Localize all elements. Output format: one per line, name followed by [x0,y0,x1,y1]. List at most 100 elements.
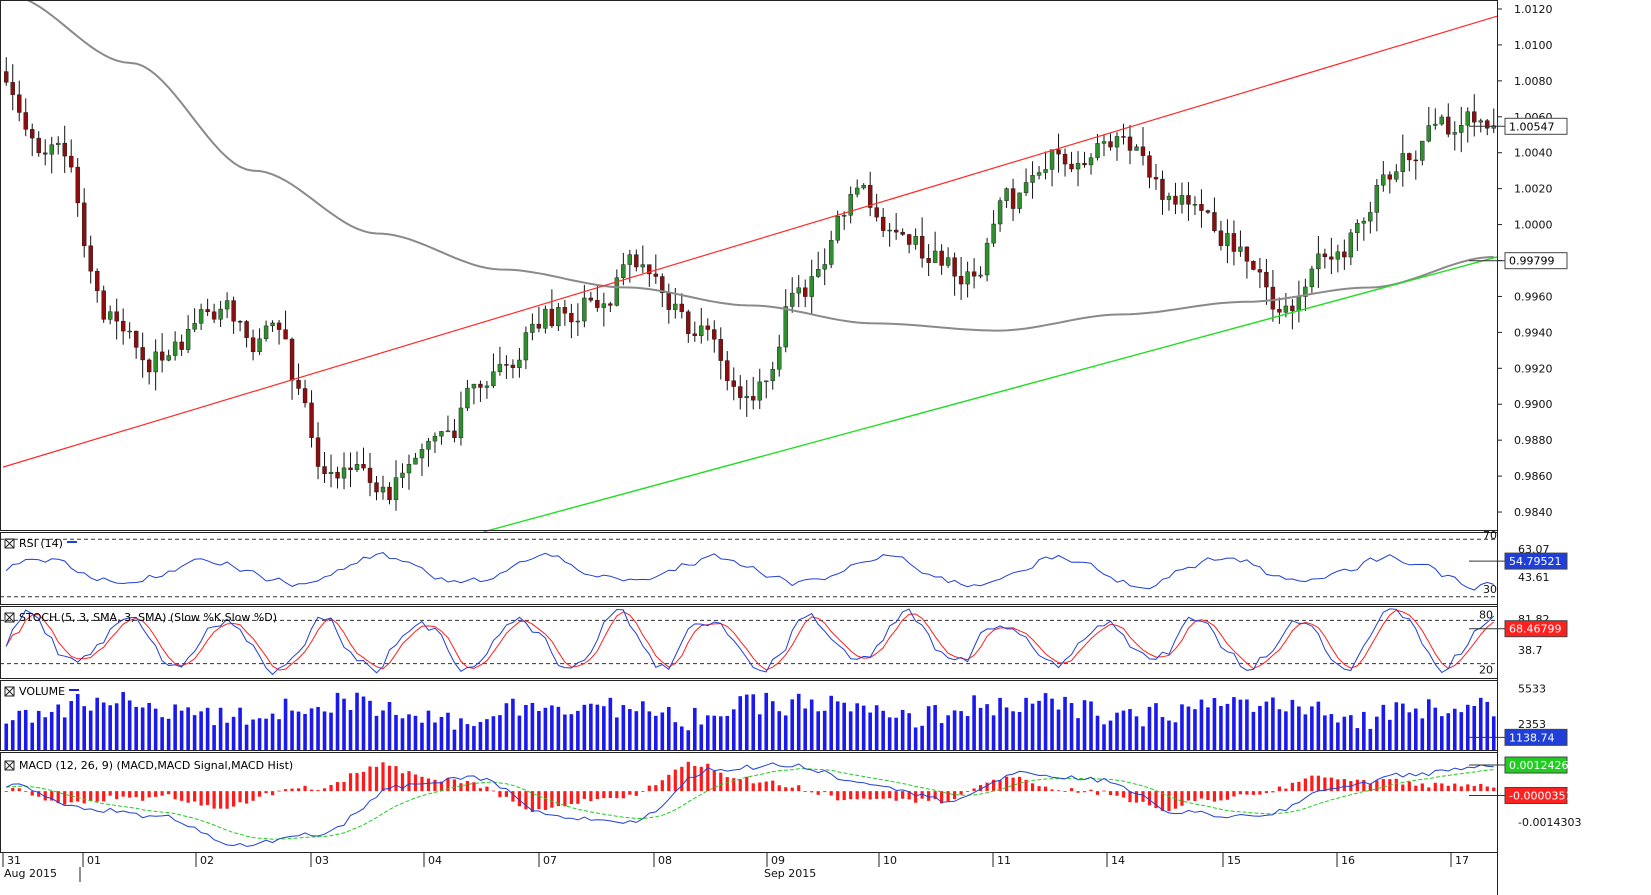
macd-hist-bar [141,791,145,801]
macd-hist-bar [972,788,976,792]
volume-bar [329,712,333,750]
volume-bar [991,715,996,750]
candle-bull [530,323,535,333]
candle-bear [30,129,35,139]
volume-bar [907,713,911,750]
volume-bar [69,701,74,750]
volume-bar [1264,701,1269,750]
macd-tick-label: -0.0014303 [1518,816,1581,829]
macd-hist-bar [615,791,619,799]
volume-bar [615,717,619,750]
candle-bear [231,300,236,322]
candle-bear [1244,246,1250,262]
macd-hist-bar [1011,777,1015,792]
macd-hist-bar [69,791,73,803]
macd-hist-bar [316,790,320,792]
volume-bar [855,703,859,750]
macd-hist-label: MACD Hist [231,759,290,772]
candle-bear [348,467,353,470]
candle-bear [120,320,126,332]
volume-bar [556,706,561,750]
macd-hist-bar [433,779,437,792]
macd-hist-bar [1459,786,1463,792]
volume-bar [595,704,600,750]
volume-bar [861,705,866,750]
candle-bear [1322,253,1328,258]
volume-bar [1206,707,1210,750]
volume-bar [933,705,937,750]
volume-bar [511,698,515,750]
volume-bar [1102,724,1106,750]
volume-bar [1134,716,1139,750]
macd-hist-bar [1433,782,1437,792]
macd-hist-bar [244,791,249,804]
candle-bull [1043,169,1048,173]
candle-bull [932,250,938,263]
candle-bear [276,322,282,330]
candle-bull [790,292,795,307]
candle-bull [406,464,412,474]
macd-hist-bar [888,791,892,799]
price-tick-label: 1.0020 [1514,183,1553,196]
macd-hist-bar [335,782,340,792]
macd-hist-bar [1141,791,1145,802]
volume-bar [647,711,652,750]
macd-hist-bar [1154,791,1158,809]
volume-bar [679,726,684,750]
macd-hist-bar [478,788,483,792]
candle-bull [1225,233,1230,246]
volume-bar [394,714,398,750]
macd-hist-bar [426,778,431,792]
macd-hist-bar [589,791,593,802]
volume-bar [101,702,106,750]
macd-hist-bar [17,788,21,792]
volume-bar [822,710,827,750]
candle-bear [302,388,308,404]
macd-hist-bar [1121,791,1126,798]
macd-hist-bar [11,787,15,792]
macd-hist-bar [1303,778,1307,792]
volume-bar [1355,728,1360,750]
volume-bar [712,715,717,750]
candle-bull [341,467,347,479]
x-day-label: 17 [1455,854,1469,867]
volume-bar [355,692,359,750]
volume-bar [816,711,821,750]
candle-bear [23,112,28,130]
candle-bear [536,323,542,329]
candle-bear [10,82,15,95]
macd-hist-bar [1206,791,1210,800]
panel-close-icon [4,686,15,697]
candle-bull [1309,268,1315,288]
candle-bull [913,235,918,245]
candle-bear [718,339,723,361]
volume-bar [127,700,132,750]
candle-bull [1238,246,1243,252]
volume-bar [1446,713,1451,750]
volume-bar [1478,697,1483,750]
candle-bear [712,329,717,340]
candle-bull [1491,125,1496,129]
x-month-label: Aug 2015 [4,867,57,880]
candle-bull [1049,149,1055,170]
candle-bear [289,338,295,381]
macd-hist-bar [1407,781,1411,792]
candle-bull [1316,253,1321,270]
macd-hist-bar [1492,787,1496,792]
volume-bar [1043,693,1048,750]
panel-close-icon [4,612,15,623]
volume-bar [1063,696,1067,750]
macd-hist-bar [693,766,697,792]
macd-hist-bar [1336,779,1340,792]
candle-bull [828,240,834,265]
volume-bar [848,711,853,750]
macd-hist-bar [206,791,210,805]
volume-tick-label: 5533 [1518,683,1546,696]
stoch-value-badge [1504,620,1568,638]
macd-hist-bar [894,791,898,801]
macd-hist-bar [680,766,684,792]
sma-price-badge-text: 0.99799 [1509,255,1555,268]
macd-hist-bar [1316,775,1320,792]
macd-signal-label: MACD Signal [157,759,227,772]
stoch-d-label: Slow %D [225,611,273,624]
